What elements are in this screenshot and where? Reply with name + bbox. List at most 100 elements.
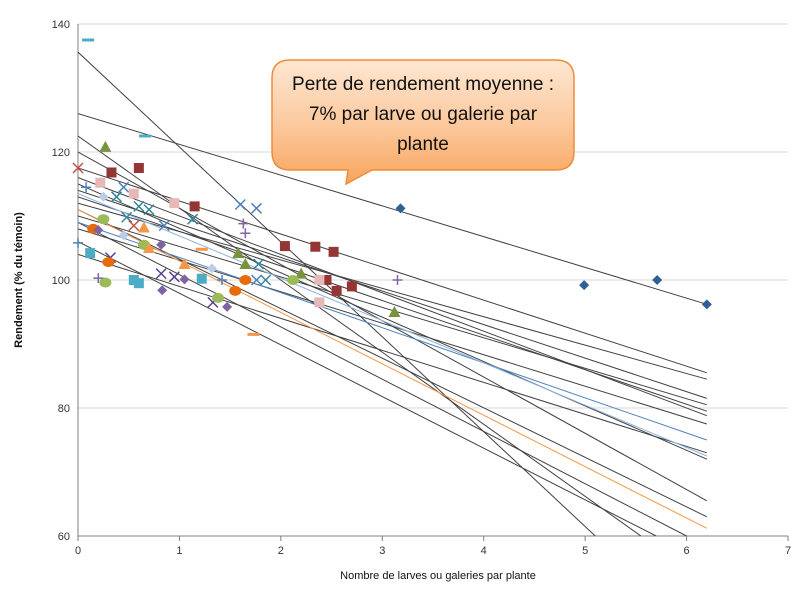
point-s3-4 (295, 267, 308, 279)
point-s2-7 (331, 285, 342, 296)
point-s5-2 (121, 211, 133, 223)
x-axis-label: Nombre de larves ou galeries par plante (340, 570, 536, 582)
y-tick-label: 140 (52, 19, 70, 31)
point-s10-4 (196, 273, 207, 284)
x-tick-label: 7 (785, 545, 791, 557)
point-s14-1 (93, 225, 104, 236)
point-s12-2 (143, 242, 155, 253)
point-s14-4 (179, 274, 190, 285)
point-s9-2 (102, 257, 115, 268)
point-s11-4 (314, 297, 325, 308)
trendline-8 (78, 189, 708, 399)
trendline-15 (78, 241, 657, 536)
axes (77, 24, 789, 541)
point-s13-2 (118, 230, 129, 241)
point-s1-4 (701, 299, 712, 310)
point-s10-3 (133, 278, 144, 289)
point-s16-2 (81, 182, 92, 193)
trendline-7 (78, 183, 708, 460)
point-s15-4 (392, 275, 403, 285)
point-s6-3 (234, 198, 246, 211)
point-s7-2 (128, 220, 140, 232)
trendline-14 (78, 228, 708, 425)
point-s8-2 (99, 277, 112, 288)
point-s5-4 (143, 204, 155, 216)
point-s14-5 (222, 301, 233, 312)
point-s2-8 (346, 281, 357, 292)
point-s1-3 (652, 275, 663, 285)
x-tick-label: 6 (684, 545, 690, 557)
trendlines (78, 51, 708, 536)
point-s12-3 (178, 258, 191, 269)
x-tick-label: 5 (582, 545, 588, 557)
point-s3-1 (99, 140, 112, 152)
trendline-9 (78, 196, 708, 412)
point-s12-1 (137, 221, 150, 233)
point-s5-3 (133, 200, 145, 212)
point-s4-3 (168, 271, 180, 283)
point-s13-1 (98, 191, 109, 202)
point-s18-1 (195, 247, 208, 251)
trendline-11 (78, 209, 708, 518)
point-s9-3 (229, 285, 242, 296)
trendline-18 (78, 193, 708, 457)
point-s14-2 (156, 239, 167, 250)
point-s2-2 (133, 163, 144, 173)
point-s16-3 (217, 275, 228, 285)
point-s15-3 (240, 228, 251, 239)
point-s6-4 (250, 202, 263, 214)
point-s5-6 (253, 258, 265, 270)
point-s8-5 (287, 275, 300, 285)
x-tick-label: 3 (379, 545, 385, 557)
x-tick-label: 4 (481, 545, 487, 557)
point-s2-4 (279, 241, 290, 252)
point-s11-3 (169, 198, 180, 209)
trendline-1 (78, 113, 708, 305)
trendline-10 (78, 202, 707, 380)
annotation-text: Perte de rendement moyenne : 7% par larv… (292, 74, 554, 155)
point-s11-1 (95, 177, 106, 188)
point-s18-2 (247, 332, 260, 336)
point-s11-5 (314, 275, 325, 285)
point-s5-1 (111, 191, 123, 203)
point-s1-1 (395, 203, 406, 214)
point-s9-4 (239, 275, 252, 285)
point-s14-3 (157, 285, 168, 296)
y-tick-labels: 60 80 100 120 140 (52, 19, 70, 543)
point-s10-2 (128, 275, 139, 285)
point-s2-6 (328, 246, 339, 257)
point-s3-5 (388, 306, 401, 317)
point-s10-1 (85, 248, 96, 259)
point-s2-1 (106, 167, 117, 178)
x-tick-labels: 0 1 2 3 4 5 6 7 (75, 545, 791, 557)
annotation-callout (271, 59, 575, 186)
point-s5-5 (187, 213, 199, 225)
trendline-19 (78, 209, 708, 529)
point-s13-3 (206, 263, 217, 274)
point-s3-3 (239, 258, 252, 269)
y-tick-label: 60 (58, 531, 70, 543)
point-s2-5 (310, 241, 321, 252)
y-tick-label: 120 (52, 147, 70, 159)
y-axis-label: Rendement (% du témoin) (13, 212, 25, 348)
x-tick-label: 0 (75, 545, 81, 557)
y-tick-label: 100 (52, 275, 70, 287)
trendline-13 (78, 221, 687, 536)
trendline-6 (78, 177, 708, 417)
trendline-5 (78, 167, 708, 374)
point-s3-2 (232, 247, 245, 259)
point-s17-2 (138, 134, 151, 138)
point-s7-1 (72, 162, 84, 174)
point-s4-2 (155, 268, 167, 280)
point-s6-2 (158, 220, 170, 232)
x-tick-label: 2 (278, 545, 284, 557)
point-s2-9 (321, 275, 332, 285)
y-tick-label: 80 (58, 403, 70, 415)
point-s17-1 (82, 38, 95, 42)
point-s15-2 (238, 218, 249, 229)
point-s6-5 (250, 274, 263, 286)
point-s1-2 (579, 280, 590, 291)
point-s8-4 (211, 292, 224, 303)
point-s6-1 (118, 181, 130, 193)
